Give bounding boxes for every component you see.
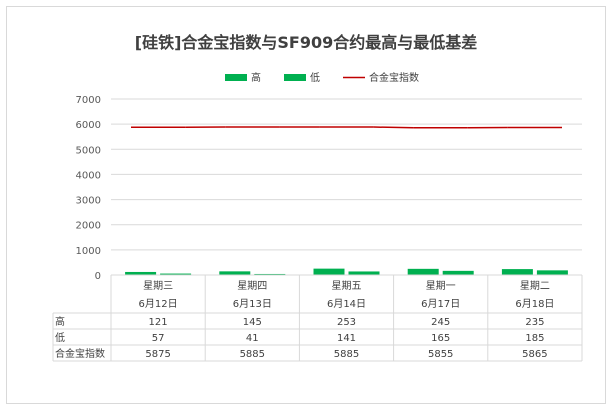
x-tick-date: 6月13日 [233,298,272,310]
table-cell: 5855 [428,349,453,360]
chart-frame: [硅铁]合金宝指数与SF909合约最高与最低基差 高低合金宝指数 0 1000 20… [6,6,606,404]
bar-high [407,268,439,275]
legend-label: 低 [310,71,320,84]
table-cell: 5865 [522,349,547,360]
gridlines [111,98,582,251]
table-cell: 5885 [240,349,265,360]
chart-title: [硅铁]合金宝指数与SF909合约最高与最低基差 [135,33,477,52]
x-tick-date: 6月18日 [515,298,554,310]
x-tick-date: 6月14日 [327,298,366,310]
table-row-label: 低 [55,331,65,344]
legend-swatch [284,74,306,81]
table-cell: 245 [431,317,450,328]
x-tick-weekday: 星期一 [426,280,456,292]
data-table: 星期三 6月12日 星期四 6月13日 星期五 6月14日 星期一 6月17日 星期二 6月18日… [52,274,583,362]
bar-high [501,269,533,275]
y-tick-label: 3000 [76,196,101,207]
y-tick-label: 2000 [76,221,101,232]
table-cell: 121 [149,317,168,328]
bar-high [219,271,251,275]
y-tick-label: 1000 [76,246,101,257]
bars [125,268,568,275]
legend-label: 高 [251,71,261,84]
bar-high [125,271,157,275]
table-cell: 5875 [145,349,170,360]
table-cell: 253 [337,317,356,328]
x-tick-weekday: 星期四 [237,280,267,292]
y-axis: 0 1000 2000 3000 4000 5000 6000 7000 [76,95,101,282]
table-row-label: 高 [55,315,65,328]
bar-high [313,268,345,275]
table-row-label: 合金宝指数 [55,347,105,360]
table-cell: 185 [525,333,544,344]
legend-swatch [225,74,247,81]
x-tick-weekday: 星期三 [143,280,173,292]
y-tick-label: 5000 [76,145,101,156]
y-tick-label: 7000 [76,95,101,106]
y-tick-label: 6000 [76,120,101,131]
table-cell: 5885 [334,349,359,360]
x-tick-weekday: 星期二 [520,280,550,292]
bar-low [254,273,286,275]
bar-low [348,271,380,275]
x-tick-weekday: 星期五 [332,280,362,292]
bar-low [160,273,192,275]
legend-label: 合金宝指数 [369,71,419,84]
x-tick-date: 6月17日 [421,298,460,310]
table-cell: 141 [337,333,356,344]
y-tick-label: 4000 [76,170,101,181]
table-cell: 145 [243,317,262,328]
chart: [硅铁]合金宝指数与SF909合约最高与最低基差 高低合金宝指数 0100020… [52,33,583,362]
bar-low [536,270,568,275]
series-line [131,126,562,129]
table-cell: 165 [431,333,450,344]
y-tick-label: 0 [95,271,101,282]
bar-low [442,270,474,275]
legend: 高 低 合金宝指数 [225,71,419,84]
index-line-segment [373,126,414,129]
table-cell: 235 [525,317,544,328]
table-cell: 41 [246,333,259,344]
x-tick-date: 6月12日 [139,298,178,310]
table-cell: 57 [152,333,165,344]
